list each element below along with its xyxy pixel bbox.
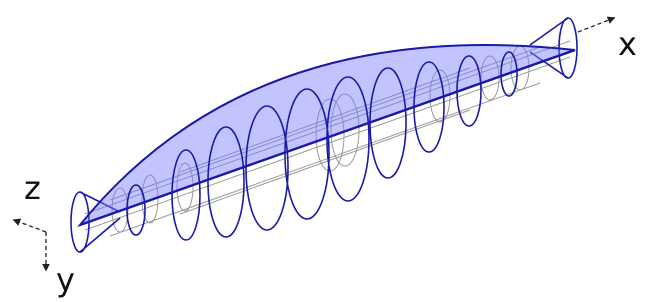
z-axis-arrow <box>14 220 46 232</box>
x-axis-label: x <box>618 25 637 63</box>
rotor-diagram: x z y <box>0 0 649 302</box>
y-axis-label: y <box>56 261 75 299</box>
x-axis-arrow <box>578 18 614 32</box>
z-axis-label: z <box>24 169 41 207</box>
